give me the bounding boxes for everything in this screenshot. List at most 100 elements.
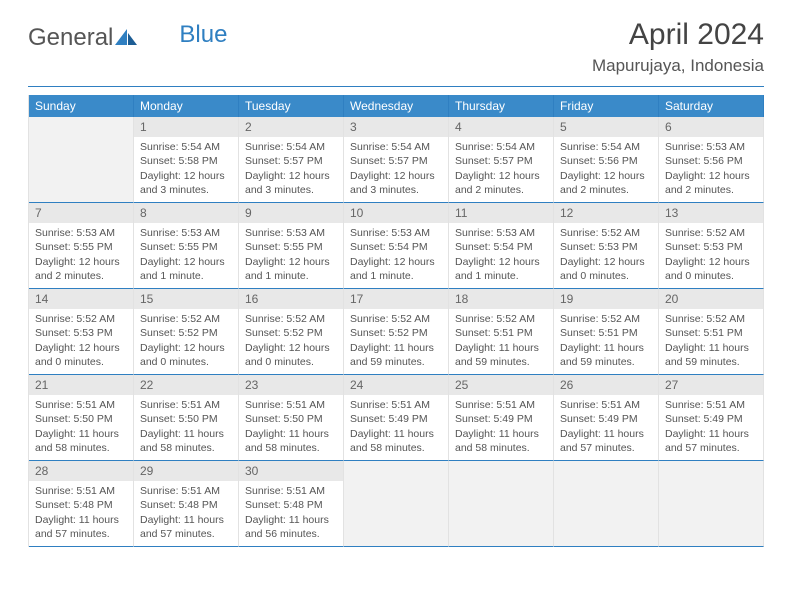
day-number: 19 bbox=[554, 289, 658, 309]
location: Mapurujaya, Indonesia bbox=[592, 56, 764, 76]
day-number: 1 bbox=[134, 117, 238, 137]
day-cell: 18Sunrise: 5:52 AMSunset: 5:51 PMDayligh… bbox=[449, 289, 554, 375]
day-number: 18 bbox=[449, 289, 553, 309]
logo-sail-icon bbox=[115, 29, 137, 47]
header: General Blue April 2024 Mapurujaya, Indo… bbox=[0, 0, 792, 84]
day-number: 28 bbox=[29, 461, 133, 481]
weekday-header: Saturday bbox=[659, 95, 764, 117]
day-number: 15 bbox=[134, 289, 238, 309]
day-number: 16 bbox=[239, 289, 343, 309]
day-details: Sunrise: 5:54 AMSunset: 5:58 PMDaylight:… bbox=[134, 137, 238, 201]
day-cell: 14Sunrise: 5:52 AMSunset: 5:53 PMDayligh… bbox=[29, 289, 134, 375]
day-number: 21 bbox=[29, 375, 133, 395]
weekday-header: Friday bbox=[554, 95, 659, 117]
day-number: 2 bbox=[239, 117, 343, 137]
day-number: 24 bbox=[344, 375, 448, 395]
day-details: Sunrise: 5:53 AMSunset: 5:54 PMDaylight:… bbox=[449, 223, 553, 287]
day-details: Sunrise: 5:53 AMSunset: 5:54 PMDaylight:… bbox=[344, 223, 448, 287]
day-cell: 30Sunrise: 5:51 AMSunset: 5:48 PMDayligh… bbox=[239, 461, 344, 547]
day-number: 5 bbox=[554, 117, 658, 137]
brand-part2: Blue bbox=[179, 21, 227, 49]
day-number: 30 bbox=[239, 461, 343, 481]
weekday-header: Sunday bbox=[29, 95, 134, 117]
day-details: Sunrise: 5:52 AMSunset: 5:52 PMDaylight:… bbox=[239, 309, 343, 373]
day-cell: 26Sunrise: 5:51 AMSunset: 5:49 PMDayligh… bbox=[554, 375, 659, 461]
day-details: Sunrise: 5:51 AMSunset: 5:48 PMDaylight:… bbox=[29, 481, 133, 545]
day-number: 29 bbox=[134, 461, 238, 481]
day-details: Sunrise: 5:54 AMSunset: 5:57 PMDaylight:… bbox=[239, 137, 343, 201]
day-details: Sunrise: 5:52 AMSunset: 5:52 PMDaylight:… bbox=[344, 309, 448, 373]
header-rule bbox=[28, 86, 764, 87]
day-details: Sunrise: 5:53 AMSunset: 5:55 PMDaylight:… bbox=[29, 223, 133, 287]
day-cell: 16Sunrise: 5:52 AMSunset: 5:52 PMDayligh… bbox=[239, 289, 344, 375]
day-details: Sunrise: 5:52 AMSunset: 5:51 PMDaylight:… bbox=[449, 309, 553, 373]
day-number: 14 bbox=[29, 289, 133, 309]
day-number: 3 bbox=[344, 117, 448, 137]
day-details: Sunrise: 5:54 AMSunset: 5:57 PMDaylight:… bbox=[344, 137, 448, 201]
day-details: Sunrise: 5:51 AMSunset: 5:48 PMDaylight:… bbox=[134, 481, 238, 545]
empty-cell bbox=[344, 461, 449, 547]
day-details: Sunrise: 5:53 AMSunset: 5:55 PMDaylight:… bbox=[239, 223, 343, 287]
weekday-header: Tuesday bbox=[239, 95, 344, 117]
day-number: 6 bbox=[659, 117, 763, 137]
day-details: Sunrise: 5:51 AMSunset: 5:49 PMDaylight:… bbox=[554, 395, 658, 459]
empty-cell bbox=[29, 117, 134, 203]
day-details: Sunrise: 5:52 AMSunset: 5:53 PMDaylight:… bbox=[554, 223, 658, 287]
day-cell: 3Sunrise: 5:54 AMSunset: 5:57 PMDaylight… bbox=[344, 117, 449, 203]
day-details: Sunrise: 5:54 AMSunset: 5:57 PMDaylight:… bbox=[449, 137, 553, 201]
day-cell: 22Sunrise: 5:51 AMSunset: 5:50 PMDayligh… bbox=[134, 375, 239, 461]
day-cell: 21Sunrise: 5:51 AMSunset: 5:50 PMDayligh… bbox=[29, 375, 134, 461]
day-cell: 9Sunrise: 5:53 AMSunset: 5:55 PMDaylight… bbox=[239, 203, 344, 289]
day-number: 4 bbox=[449, 117, 553, 137]
brand-part1: General bbox=[28, 24, 113, 52]
brand-logo: General Blue bbox=[28, 24, 227, 52]
day-number: 23 bbox=[239, 375, 343, 395]
day-details: Sunrise: 5:54 AMSunset: 5:56 PMDaylight:… bbox=[554, 137, 658, 201]
day-cell: 4Sunrise: 5:54 AMSunset: 5:57 PMDaylight… bbox=[449, 117, 554, 203]
day-cell: 8Sunrise: 5:53 AMSunset: 5:55 PMDaylight… bbox=[134, 203, 239, 289]
day-cell: 10Sunrise: 5:53 AMSunset: 5:54 PMDayligh… bbox=[344, 203, 449, 289]
weekday-header: Monday bbox=[134, 95, 239, 117]
day-cell: 12Sunrise: 5:52 AMSunset: 5:53 PMDayligh… bbox=[554, 203, 659, 289]
day-details: Sunrise: 5:52 AMSunset: 5:53 PMDaylight:… bbox=[659, 223, 763, 287]
day-number: 7 bbox=[29, 203, 133, 223]
day-cell: 29Sunrise: 5:51 AMSunset: 5:48 PMDayligh… bbox=[134, 461, 239, 547]
day-number: 11 bbox=[449, 203, 553, 223]
day-cell: 15Sunrise: 5:52 AMSunset: 5:52 PMDayligh… bbox=[134, 289, 239, 375]
day-number: 27 bbox=[659, 375, 763, 395]
day-number: 22 bbox=[134, 375, 238, 395]
day-details: Sunrise: 5:51 AMSunset: 5:48 PMDaylight:… bbox=[239, 481, 343, 545]
weekday-header: Wednesday bbox=[344, 95, 449, 117]
day-details: Sunrise: 5:51 AMSunset: 5:50 PMDaylight:… bbox=[29, 395, 133, 459]
day-details: Sunrise: 5:51 AMSunset: 5:49 PMDaylight:… bbox=[449, 395, 553, 459]
day-cell: 11Sunrise: 5:53 AMSunset: 5:54 PMDayligh… bbox=[449, 203, 554, 289]
weekday-header: Thursday bbox=[449, 95, 554, 117]
day-cell: 13Sunrise: 5:52 AMSunset: 5:53 PMDayligh… bbox=[659, 203, 764, 289]
day-cell: 27Sunrise: 5:51 AMSunset: 5:49 PMDayligh… bbox=[659, 375, 764, 461]
month-title: April 2024 bbox=[592, 18, 764, 52]
day-number: 25 bbox=[449, 375, 553, 395]
day-number: 13 bbox=[659, 203, 763, 223]
day-cell: 5Sunrise: 5:54 AMSunset: 5:56 PMDaylight… bbox=[554, 117, 659, 203]
title-block: April 2024 Mapurujaya, Indonesia bbox=[592, 18, 764, 76]
day-number: 12 bbox=[554, 203, 658, 223]
day-details: Sunrise: 5:52 AMSunset: 5:52 PMDaylight:… bbox=[134, 309, 238, 373]
day-cell: 7Sunrise: 5:53 AMSunset: 5:55 PMDaylight… bbox=[29, 203, 134, 289]
day-details: Sunrise: 5:53 AMSunset: 5:56 PMDaylight:… bbox=[659, 137, 763, 201]
day-cell: 20Sunrise: 5:52 AMSunset: 5:51 PMDayligh… bbox=[659, 289, 764, 375]
day-number: 26 bbox=[554, 375, 658, 395]
day-cell: 24Sunrise: 5:51 AMSunset: 5:49 PMDayligh… bbox=[344, 375, 449, 461]
day-details: Sunrise: 5:52 AMSunset: 5:53 PMDaylight:… bbox=[29, 309, 133, 373]
empty-cell bbox=[554, 461, 659, 547]
day-details: Sunrise: 5:51 AMSunset: 5:49 PMDaylight:… bbox=[659, 395, 763, 459]
calendar-grid: SundayMondayTuesdayWednesdayThursdayFrid… bbox=[28, 95, 764, 547]
day-cell: 25Sunrise: 5:51 AMSunset: 5:49 PMDayligh… bbox=[449, 375, 554, 461]
day-number: 20 bbox=[659, 289, 763, 309]
empty-cell bbox=[659, 461, 764, 547]
day-number: 17 bbox=[344, 289, 448, 309]
day-details: Sunrise: 5:52 AMSunset: 5:51 PMDaylight:… bbox=[659, 309, 763, 373]
day-details: Sunrise: 5:53 AMSunset: 5:55 PMDaylight:… bbox=[134, 223, 238, 287]
day-number: 9 bbox=[239, 203, 343, 223]
day-cell: 19Sunrise: 5:52 AMSunset: 5:51 PMDayligh… bbox=[554, 289, 659, 375]
day-number: 10 bbox=[344, 203, 448, 223]
